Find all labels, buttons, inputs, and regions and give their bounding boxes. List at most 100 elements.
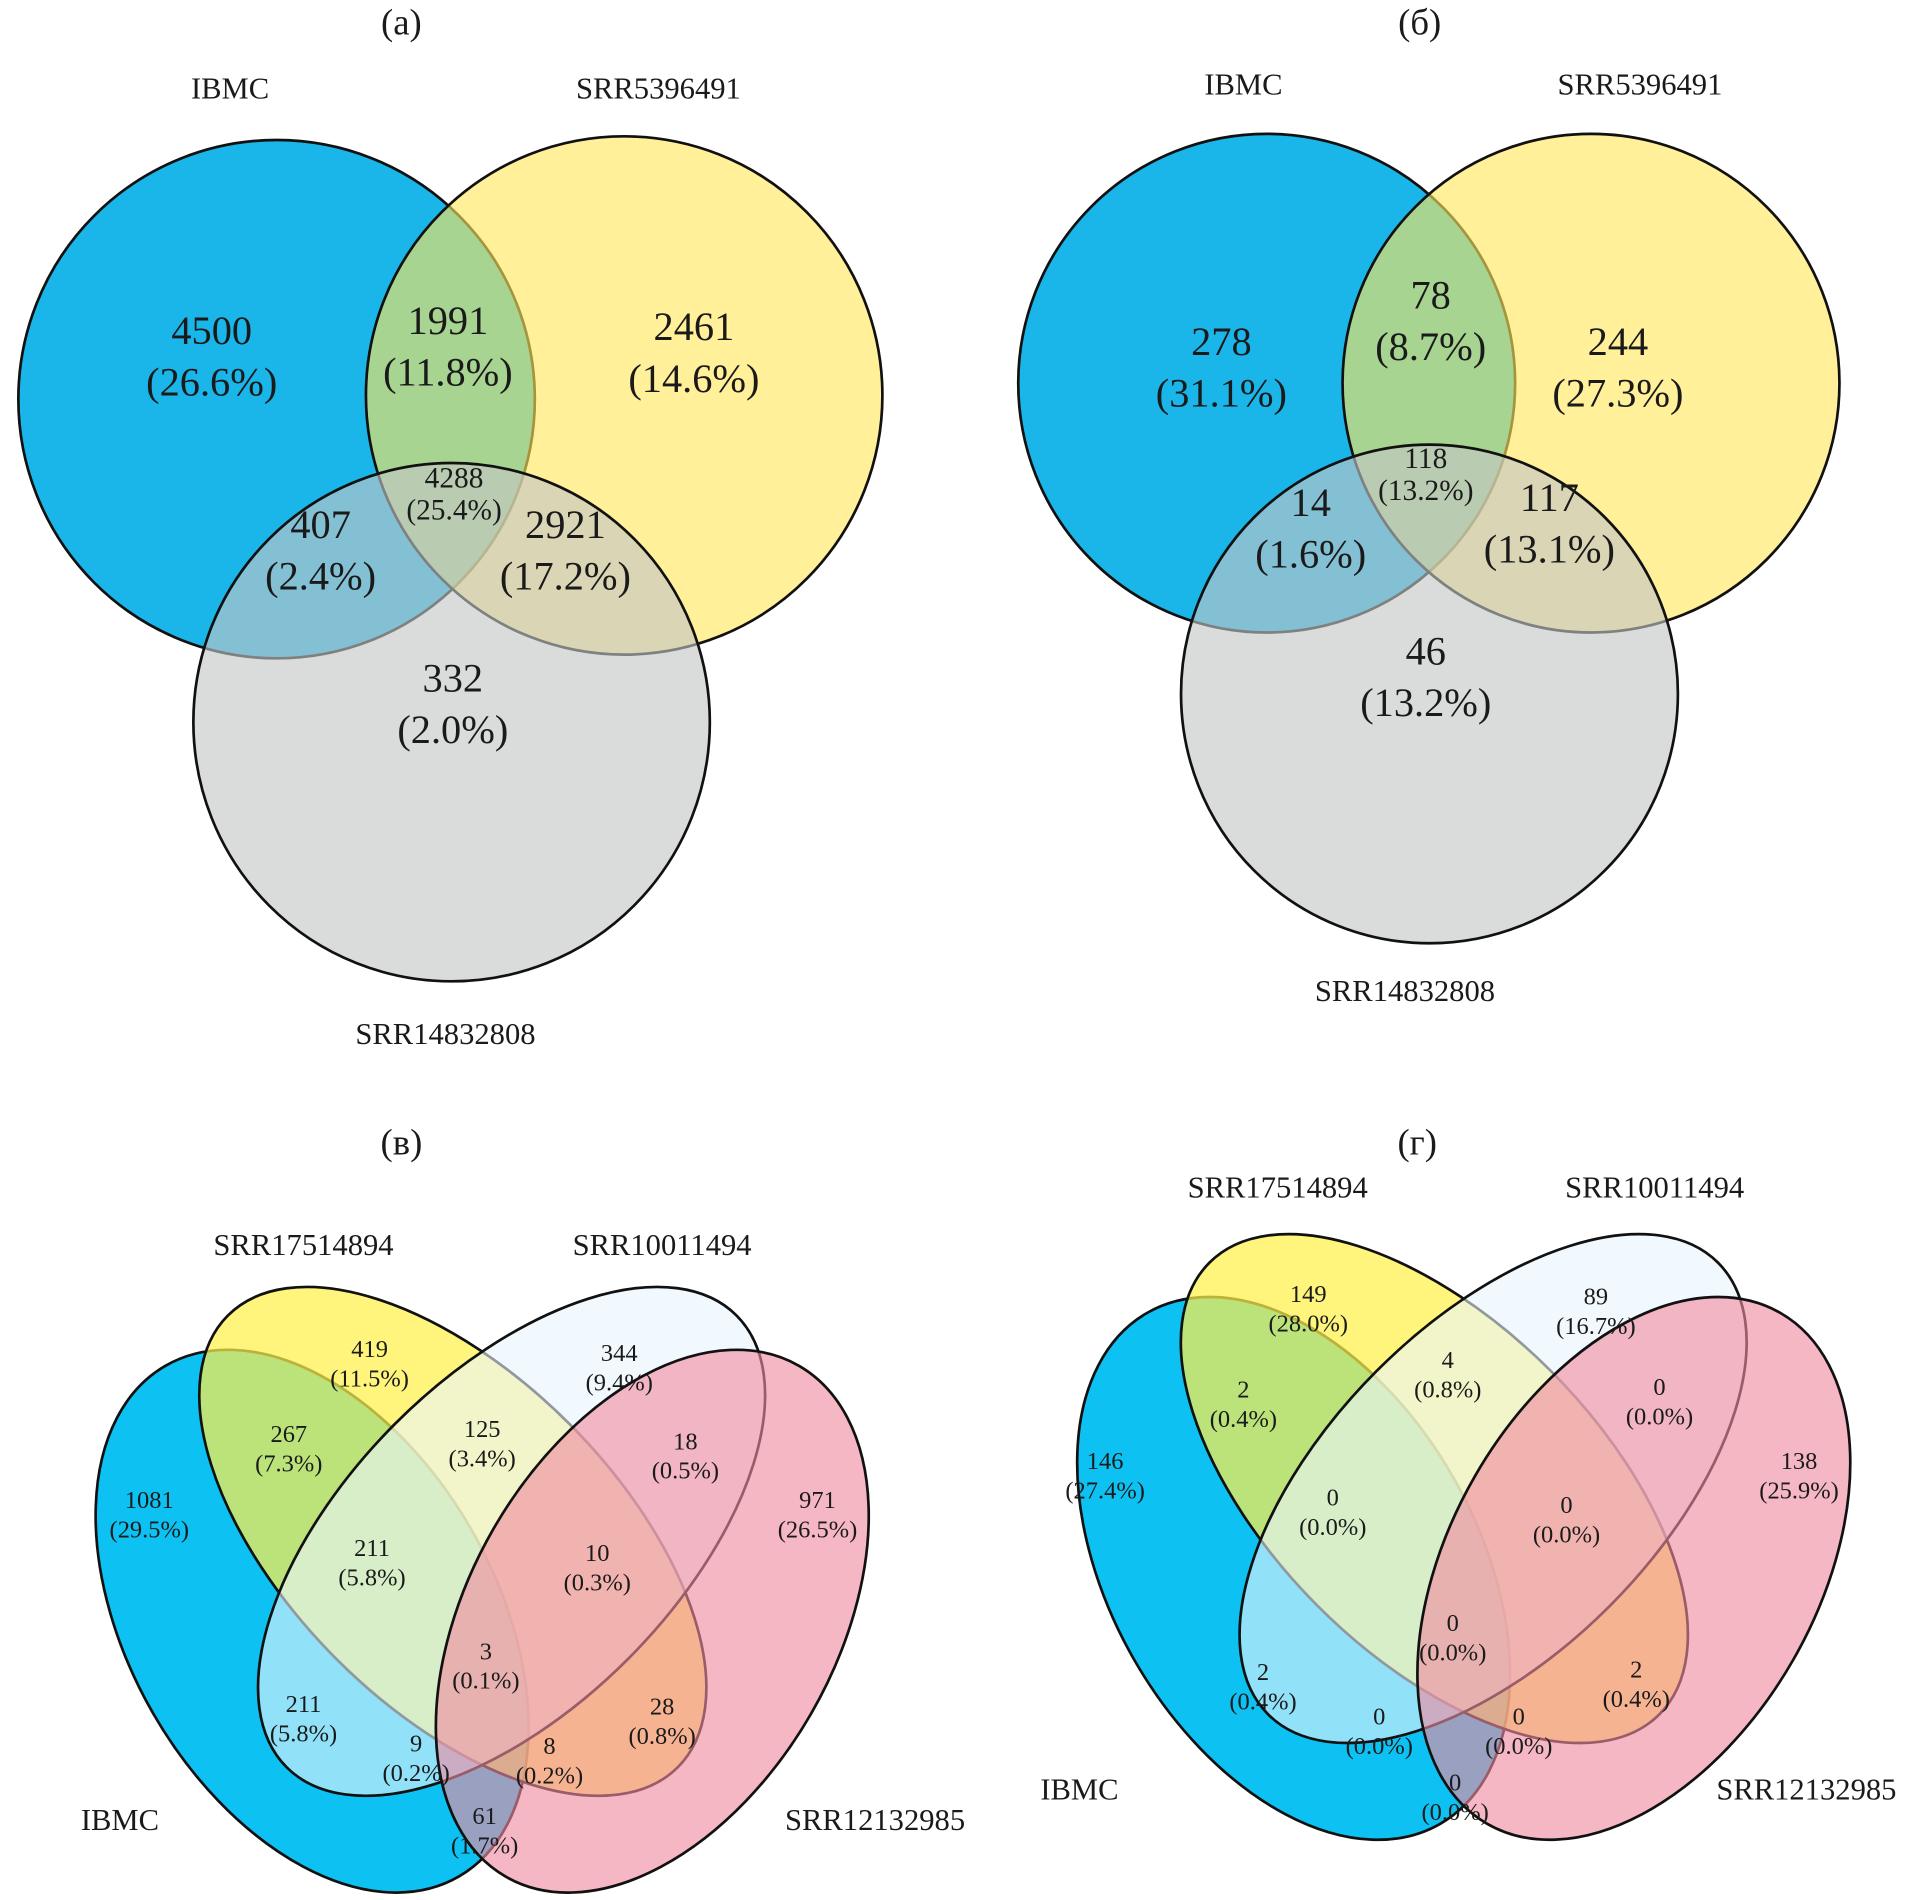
- region-percent: (5.8%): [270, 1721, 337, 1748]
- set-label: IBMC: [191, 71, 269, 105]
- set-label: SRR17514894: [1188, 1170, 1368, 1204]
- region-count: 0: [1560, 1492, 1572, 1519]
- region-count-srr5396491-only: 2461: [654, 304, 735, 349]
- region-count-ibmc-srr14832808: 14: [1291, 480, 1331, 525]
- set-label: SRR12132985: [1716, 1772, 1896, 1806]
- set-label: SRR14832808: [1315, 974, 1495, 1008]
- region-count: 0: [1449, 1770, 1461, 1797]
- region-percent: (0.2%): [516, 1762, 583, 1789]
- region-count: 211: [354, 1535, 390, 1562]
- region-count: 971: [799, 1487, 836, 1514]
- region-count: 267: [270, 1421, 307, 1448]
- venn-panel-1: (а) IBMC SRR5396491 SRR14832808 4500 (26.6%) 1…: [17, 1, 884, 1051]
- set-label: IBMC: [1040, 1772, 1118, 1806]
- region-percent: (1.7%): [451, 1832, 518, 1859]
- region-count-srr5396491-srr14832808: 2921: [525, 502, 606, 547]
- region-percent: (27.4%): [1065, 1477, 1145, 1504]
- region-count: 344: [601, 1340, 638, 1367]
- set-label: IBMC: [1204, 68, 1282, 102]
- set-circle-3: [192, 461, 712, 983]
- region-percent-srr14832808-only: (2.0%): [397, 707, 508, 752]
- region-percent: (0.2%): [382, 1760, 449, 1787]
- region-percent: (26.5%): [778, 1517, 858, 1544]
- region-count-srr5396491-only: 244: [1588, 319, 1649, 364]
- region-count-srr14832808-only: 332: [423, 655, 484, 700]
- set-circle-3: [1179, 443, 1680, 945]
- region-percent-srr5396491-srr14832808: (17.2%): [500, 553, 631, 598]
- region-percent: (11.5%): [330, 1366, 409, 1393]
- region-count: 211: [286, 1691, 322, 1718]
- region-count-ibmc-only: 278: [1191, 319, 1252, 364]
- region-count-ibmc-srr5396491: 78: [1410, 272, 1450, 317]
- venn-panel-4: (г) IBMC SRR17514894 SRR10011494 SRR12132985…: [1040, 1121, 1896, 1842]
- region-count: 2: [1257, 1659, 1269, 1686]
- region-percent: (0.4%): [1603, 1686, 1670, 1713]
- region-percent: (29.5%): [110, 1517, 190, 1544]
- region-percent: (25.9%): [1759, 1477, 1839, 1504]
- region-count: 3: [480, 1638, 492, 1665]
- region-percent: (16.7%): [1556, 1313, 1636, 1340]
- region-count-all-three: 118: [1404, 443, 1447, 475]
- set-label: SRR14832808: [355, 1017, 535, 1051]
- panel-title: (в): [381, 1121, 423, 1162]
- region-percent: (0.8%): [628, 1723, 695, 1750]
- region-count: 2: [1630, 1657, 1642, 1684]
- region-count: 146: [1087, 1448, 1124, 1475]
- region-percent: (0.8%): [1414, 1377, 1481, 1404]
- region-percent-all-three: (25.4%): [406, 494, 501, 526]
- region-percent-ibmc-srr5396491: (11.8%): [383, 350, 513, 395]
- region-percent-srr5396491-only: (14.6%): [628, 356, 759, 401]
- panel-title: (б): [1398, 1, 1441, 42]
- region-count: 18: [673, 1428, 697, 1455]
- region-count-ibmc-only: 4500: [171, 308, 252, 353]
- region-count-srr14832808-only: 46: [1406, 628, 1446, 673]
- region-count: 1081: [125, 1487, 174, 1514]
- region-count: 0: [1327, 1485, 1339, 1512]
- set-label: SRR10011494: [573, 1228, 752, 1262]
- set-label: SRR5396491: [576, 71, 741, 105]
- region-percent-ibmc-srr5396491: (8.7%): [1375, 324, 1486, 369]
- region-percent: (0.5%): [652, 1458, 719, 1485]
- set-label: IBMC: [81, 1803, 159, 1837]
- set-label: SRR12132985: [785, 1803, 965, 1837]
- venn-panel-3: (в) IBMC SRR17514894 SRR10011494 SRR12132985…: [81, 1121, 965, 1894]
- region-percent: (0.0%): [1346, 1733, 1413, 1760]
- set-label: SRR17514894: [213, 1228, 393, 1262]
- region-count-ibmc-srr5396491: 1991: [408, 298, 489, 343]
- region-count-srr5396491-srr14832808: 117: [1520, 475, 1579, 520]
- region-count: 8: [543, 1733, 555, 1760]
- region-count: 0: [1373, 1703, 1385, 1730]
- region-percent: (0.4%): [1210, 1406, 1277, 1433]
- region-count: 2: [1237, 1377, 1249, 1404]
- venn-panel-2: (б) IBMC SRR5396491 SRR14832808 278 (31.1%) 78…: [1016, 1, 1841, 1008]
- region-count: 0: [1653, 1374, 1665, 1401]
- region-percent-all-three: (13.2%): [1378, 475, 1473, 507]
- region-percent-srr14832808-only: (13.2%): [1360, 680, 1491, 725]
- region-percent: (0.0%): [1419, 1639, 1486, 1666]
- region-count: 138: [1781, 1448, 1818, 1475]
- region-count: 125: [464, 1416, 501, 1443]
- region-count: 419: [351, 1336, 388, 1363]
- set-label: SRR10011494: [1565, 1170, 1744, 1204]
- region-percent: (5.8%): [338, 1565, 405, 1592]
- region-percent: (3.4%): [449, 1445, 516, 1472]
- region-percent: (0.0%): [1422, 1799, 1489, 1826]
- region-percent-srr5396491-only: (27.3%): [1552, 370, 1683, 415]
- region-count: 0: [1513, 1703, 1525, 1730]
- region-count-ibmc-srr14832808: 407: [290, 502, 351, 547]
- region-percent: (0.0%): [1299, 1514, 1366, 1541]
- region-percent-srr5396491-srr14832808: (13.1%): [1484, 526, 1615, 571]
- region-count: 149: [1290, 1281, 1327, 1308]
- region-percent-ibmc-only: (31.1%): [1156, 370, 1287, 415]
- set-ellipse-4: [1416, 1295, 1852, 1842]
- region-percent-ibmc-srr14832808: (1.6%): [1255, 531, 1366, 576]
- region-percent: (0.0%): [1533, 1522, 1600, 1549]
- region-count-all-three: 4288: [425, 463, 484, 495]
- region-percent: (0.1%): [452, 1668, 519, 1695]
- region-percent-ibmc-srr14832808: (2.4%): [265, 553, 376, 598]
- region-percent: (0.0%): [1626, 1404, 1693, 1431]
- region-percent: (0.0%): [1485, 1733, 1552, 1760]
- panel-title: (а): [381, 1, 422, 42]
- region-count: 28: [650, 1694, 674, 1721]
- region-count: 0: [1447, 1610, 1459, 1637]
